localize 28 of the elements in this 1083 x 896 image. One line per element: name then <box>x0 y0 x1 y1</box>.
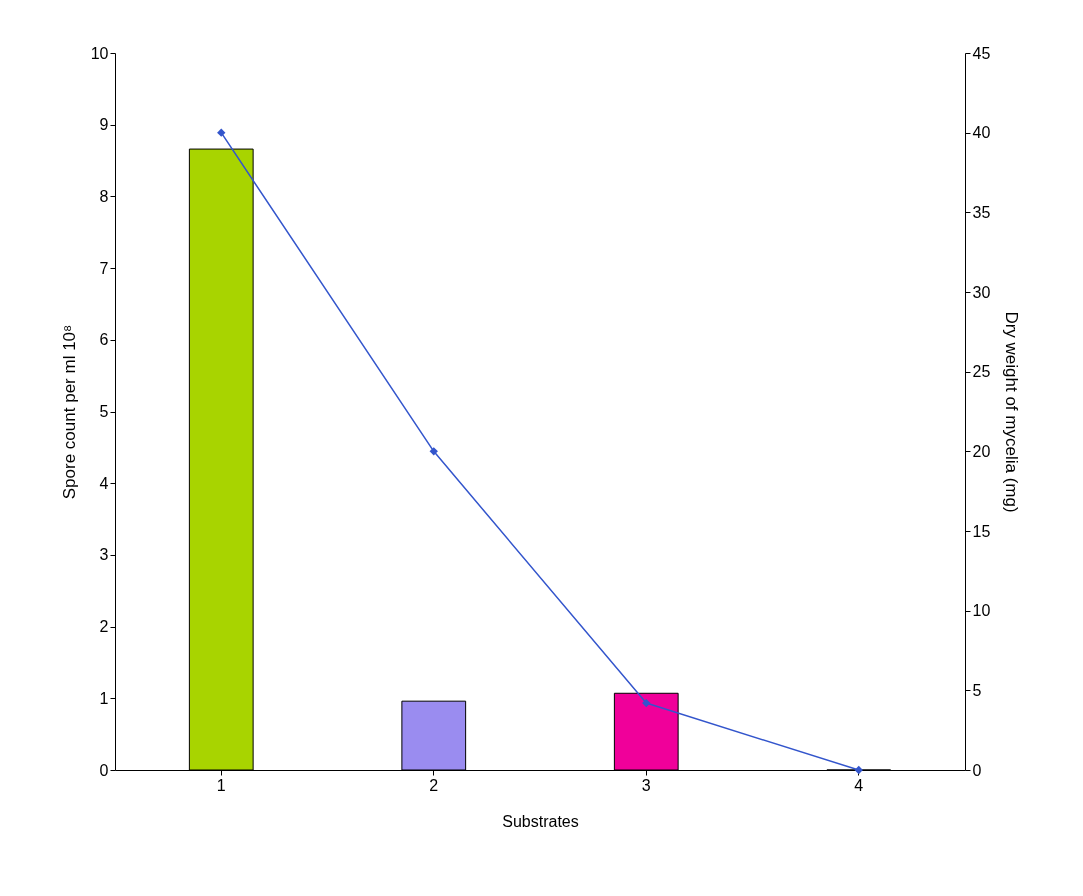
x-axis-title: Substrates <box>502 812 579 830</box>
y-tick-label: 2 <box>99 618 109 636</box>
y-tick-label: 10 <box>90 44 109 62</box>
y-tick-label: 1 <box>99 689 109 707</box>
y-tick-label: 9 <box>99 116 109 134</box>
x-tick-label: 1 <box>216 776 226 794</box>
y-tick-label: 6 <box>99 331 109 349</box>
y2-tick-label: 45 <box>972 44 991 62</box>
x-tick-label: 2 <box>429 776 439 794</box>
y2-tick-label: 30 <box>972 283 991 301</box>
y2-tick-label: 10 <box>972 602 991 620</box>
y2-tick-label: 20 <box>972 442 991 460</box>
x-tick-label: 4 <box>854 776 864 794</box>
y2-axis-title: Dry weight of mycelia (mg) <box>1002 311 1022 513</box>
y2-tick-label: 35 <box>972 203 991 221</box>
y2-tick-label: 15 <box>972 522 991 540</box>
y2-tick-label: 5 <box>972 681 982 699</box>
y-tick-label: 5 <box>99 403 109 420</box>
y-tick-label: 4 <box>99 474 109 492</box>
y-tick-label: 3 <box>99 546 109 564</box>
y2-tick-label: 25 <box>972 363 991 381</box>
y2-tick-label: 40 <box>972 124 991 142</box>
x-tick-label: 3 <box>641 776 651 794</box>
y2-tick-label: 0 <box>972 761 982 779</box>
y-tick-label: 7 <box>99 259 109 277</box>
y-axis-title: Spore count per ml 10⁸ <box>59 324 79 500</box>
y-tick-label: 0 <box>99 761 109 779</box>
y-tick-label: 8 <box>99 187 109 205</box>
